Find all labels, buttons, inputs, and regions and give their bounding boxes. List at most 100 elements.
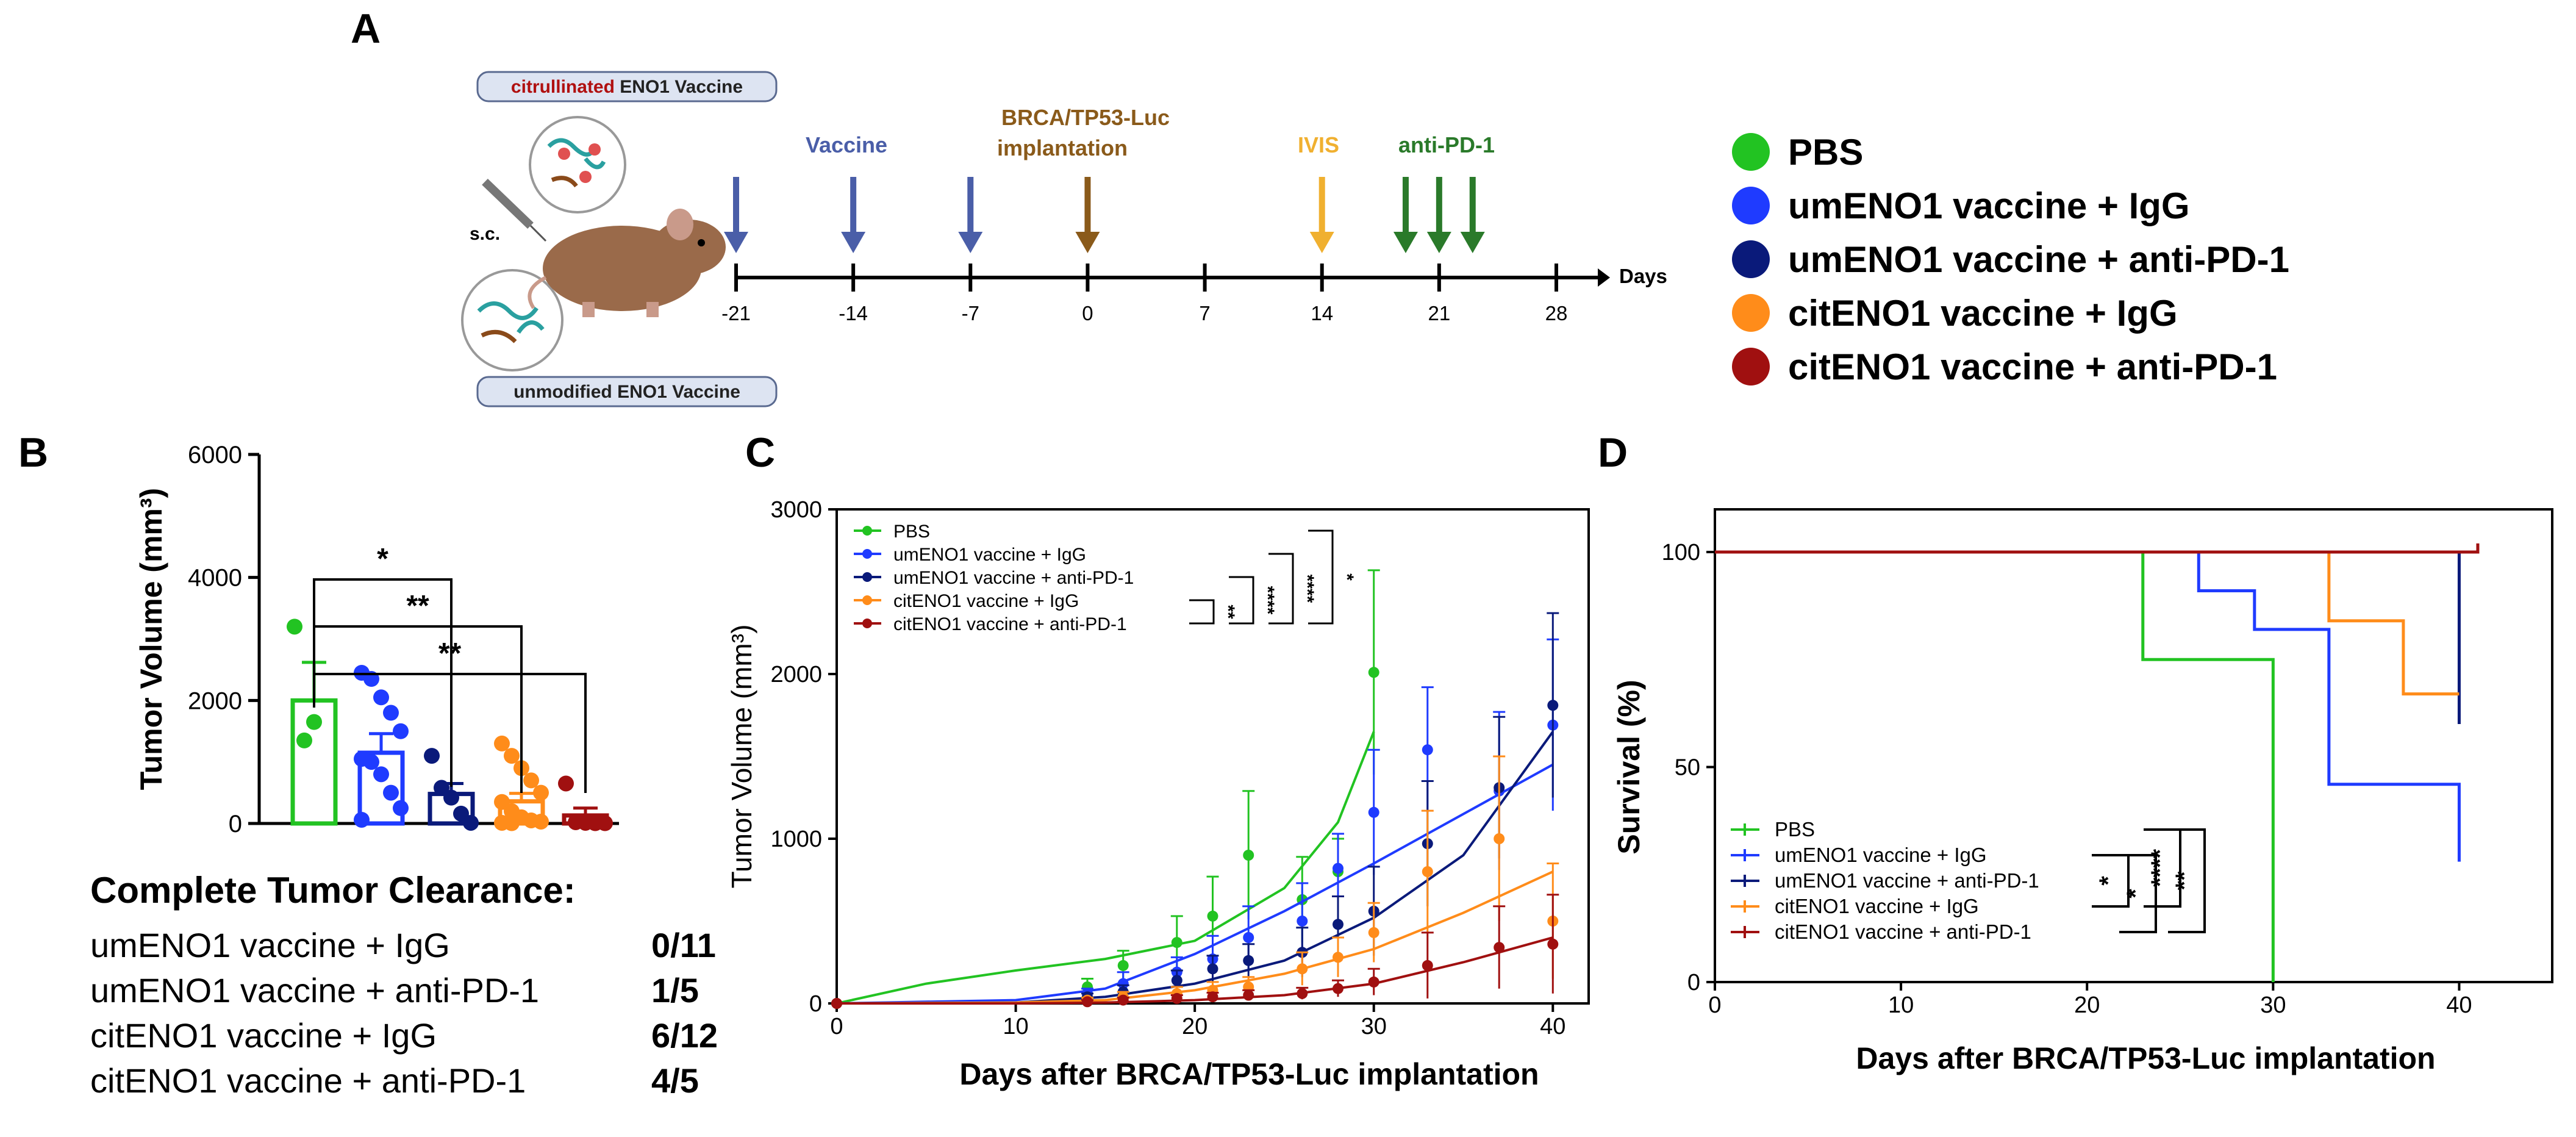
legend-swatch — [1732, 133, 1770, 171]
x-tick-label: 40 — [1540, 1014, 1565, 1039]
legend-item: citENO1 vaccine + IgG — [1732, 286, 2289, 340]
data-point — [434, 780, 449, 796]
data-point — [424, 748, 440, 764]
panel-label-b: B — [18, 429, 48, 476]
legend-item: PBS — [1732, 125, 2289, 179]
data-point — [296, 732, 312, 748]
survival-curve — [1715, 543, 2480, 554]
data-point — [504, 748, 520, 764]
panel-label-a: A — [351, 5, 381, 52]
legend-marker — [862, 549, 872, 559]
legend-label: PBS — [1788, 131, 1864, 173]
data-point — [831, 998, 842, 1009]
timeline-tick-label: 14 — [1311, 302, 1333, 325]
data-point — [383, 705, 399, 721]
plot-frame — [1714, 508, 2553, 983]
significance-label: ** — [438, 637, 462, 670]
data-point — [1368, 976, 1379, 988]
data-point — [1207, 910, 1218, 922]
data-point — [1243, 989, 1254, 1001]
significance-bracket — [2119, 854, 2157, 933]
clearance-row: citENO1 vaccine + IgG 6/12 — [90, 1013, 737, 1058]
legend-swatch — [1732, 294, 1770, 332]
legend-label: umENO1 vaccine + IgG — [893, 545, 1086, 565]
legend-label: umENO1 vaccine + anti-PD-1 — [1775, 869, 2039, 892]
data-point — [1171, 992, 1182, 1004]
event-arrow-head — [841, 232, 866, 253]
x-tick-label: 20 — [1182, 1014, 1208, 1039]
legend-label: citENO1 vaccine + anti-PD-1 — [893, 614, 1127, 634]
route-label: s.c. — [470, 224, 500, 244]
survival-curve — [1715, 550, 2275, 982]
x-axis-title: Days after BRCA/TP53-Luc implantation — [1856, 1041, 2435, 1075]
y-axis-title: Survival (%) — [1612, 680, 1646, 854]
plot-frame — [835, 508, 1590, 1005]
data-point — [1243, 850, 1254, 861]
legend-label: PBS — [1775, 818, 1815, 841]
data-point — [1422, 744, 1433, 756]
survival-curve — [1715, 550, 2460, 696]
badge-unmodified — [476, 376, 778, 407]
x-tick-label: 0 — [830, 1014, 843, 1039]
data-point — [494, 735, 510, 751]
event-arrow-head — [1393, 232, 1418, 253]
badge-citrullinated — [476, 71, 778, 102]
mouse-icon — [528, 209, 726, 317]
data-point — [1082, 996, 1093, 1008]
data-point — [354, 811, 370, 828]
legend-label: PBS — [893, 522, 930, 542]
clearance-label: umENO1 vaccine + anti-PD-1 — [90, 970, 540, 1010]
data-point — [373, 766, 389, 783]
data-point — [558, 775, 574, 792]
legend-label: citENO1 vaccine + IgG — [1788, 292, 2178, 334]
clearance-value: 1/5 — [651, 970, 699, 1010]
timeline-tick-label: 28 — [1545, 302, 1568, 325]
data-point — [1333, 952, 1343, 963]
x-axis-title: Days after BRCA/TP53-Luc implantation — [959, 1057, 1539, 1091]
x-tick-label: 30 — [1361, 1014, 1387, 1039]
survival-curve — [1715, 550, 2461, 862]
data-point — [1297, 916, 1308, 927]
significance-label: **** — [1258, 586, 1278, 615]
legend-label: umENO1 vaccine + anti-PD-1 — [893, 568, 1134, 588]
data-point — [363, 754, 379, 770]
panel-a-legend: PBS umENO1 vaccine + IgG umENO1 vaccine … — [1732, 125, 2289, 393]
data-point — [443, 789, 459, 806]
fit-curve — [836, 731, 1375, 1005]
y-tick-label: 2000 — [188, 687, 242, 714]
timeline-ticks: -21 -14 -7 0 7 14 21 28 — [721, 264, 1567, 325]
legend-label: citENO1 vaccine + IgG — [893, 591, 1079, 611]
data-point — [463, 814, 479, 831]
y-axis-title: Tumor Volume (mm³) — [726, 625, 757, 889]
timeline-tick-label: -7 — [962, 302, 979, 325]
survival-curve — [1715, 550, 2461, 724]
fit-curve — [836, 763, 1554, 1005]
clearance-row: umENO1 vaccine + IgG 0/11 — [90, 922, 737, 967]
legend-label: umENO1 vaccine + IgG — [1775, 844, 1987, 866]
panel-label-d: D — [1598, 429, 1628, 476]
significance-label: **** — [2147, 848, 2174, 887]
clearance-label: citENO1 vaccine + IgG — [90, 1016, 437, 1055]
legend-marker — [862, 595, 872, 605]
significance-label: **** — [1297, 575, 1317, 603]
legend-marker — [862, 572, 872, 582]
significance-label: * — [1337, 573, 1357, 581]
data-point — [1171, 937, 1182, 949]
clearance-label: umENO1 vaccine + IgG — [90, 925, 450, 964]
significance-label: ** — [1218, 604, 1238, 619]
timeline-tick-label: 7 — [1199, 302, 1210, 325]
data-point — [1333, 919, 1343, 930]
data-point — [504, 815, 520, 831]
data-point — [393, 800, 409, 816]
fit-curve — [837, 936, 1553, 1005]
x-tick-label: 20 — [2074, 992, 2100, 1018]
timeline-tick-label: -14 — [839, 302, 868, 325]
data-point — [597, 815, 613, 831]
data-point — [1547, 700, 1559, 711]
data-point — [1117, 994, 1129, 1006]
legend-marker — [862, 526, 872, 536]
y-tick-label: 50 — [1675, 755, 1700, 781]
legend-swatch — [1732, 240, 1770, 278]
